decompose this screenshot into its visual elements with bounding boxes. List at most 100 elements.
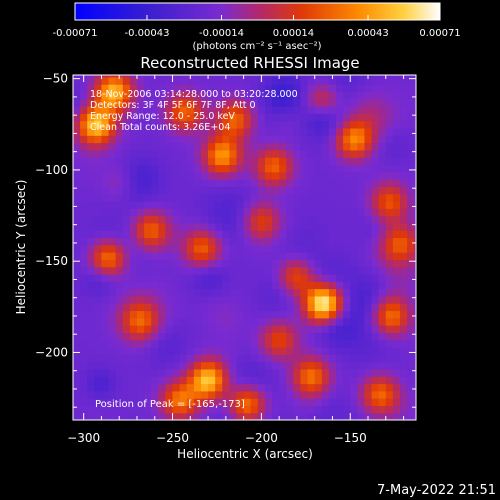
- heatmap-cell: [151, 295, 159, 304]
- heatmap-cell: [272, 120, 280, 129]
- heatmap-cell: [264, 332, 273, 341]
- heatmap-cell: [215, 215, 223, 224]
- heatmap-cell: [101, 186, 110, 195]
- heatmap-cell: [414, 164, 416, 173]
- heatmap-cell: [272, 273, 280, 282]
- heatmap-cell: [250, 186, 259, 195]
- heatmap-cell: [328, 376, 337, 385]
- heatmap-cell: [136, 252, 145, 260]
- heatmap-cell: [279, 215, 287, 224]
- heatmap-cell: [272, 179, 280, 187]
- heatmap-cell: [172, 75, 181, 78]
- heatmap-cell: [371, 339, 380, 348]
- heatmap-cell: [414, 75, 416, 78]
- heatmap-cell: [151, 193, 159, 202]
- heatmap-cell: [122, 412, 131, 420]
- heatmap-cell: [165, 295, 174, 304]
- heatmap-cell: [414, 317, 416, 326]
- heatmap-cell: [293, 237, 302, 246]
- heatmap-cell: [321, 383, 330, 392]
- heatmap-cell: [108, 266, 117, 275]
- heatmap-cell: [364, 259, 373, 268]
- heatmap-cell: [151, 113, 159, 122]
- heatmap-cell: [129, 127, 138, 136]
- heatmap-cell: [80, 390, 88, 399]
- heatmap-cell: [371, 106, 380, 114]
- heatmap-cell: [151, 252, 159, 260]
- heatmap-cell: [87, 164, 95, 173]
- heatmap-cell: [208, 164, 216, 173]
- heatmap-cell: [87, 295, 95, 304]
- heatmap-cell: [186, 383, 195, 392]
- heatmap-cell: [364, 200, 373, 209]
- heatmap-cell: [186, 127, 195, 136]
- heatmap-cell: [336, 193, 344, 202]
- heatmap-cell: [257, 288, 266, 297]
- heatmap-cell: [179, 390, 188, 399]
- heatmap-cell: [314, 295, 323, 304]
- heatmap-cell: [293, 230, 302, 239]
- heatmap-cell: [385, 113, 394, 122]
- heatmap-cell: [136, 339, 145, 348]
- heatmap-cell: [208, 142, 216, 151]
- heatmap-cell: [392, 390, 401, 399]
- heatmap-cell: [144, 398, 152, 406]
- heatmap-cell: [73, 244, 81, 253]
- heatmap-cell: [193, 383, 202, 392]
- heatmap-cell: [229, 405, 238, 414]
- heatmap-cell: [215, 339, 223, 348]
- heatmap-cell: [122, 142, 131, 151]
- heatmap-cell: [321, 259, 330, 268]
- heatmap-cell: [229, 164, 238, 173]
- heatmap-cell: [378, 76, 387, 85]
- heatmap-cell: [279, 332, 287, 341]
- heatmap-cell: [321, 75, 330, 78]
- heatmap-cell: [293, 405, 302, 414]
- heatmap-cell: [378, 310, 387, 319]
- heatmap-cell: [321, 405, 330, 414]
- heatmap-cell: [236, 244, 245, 253]
- heatmap-cell: [293, 354, 302, 363]
- heatmap-cell: [165, 368, 174, 377]
- heatmap-cell: [208, 383, 216, 392]
- heatmap-cell: [172, 222, 181, 231]
- heatmap-cell: [179, 383, 188, 392]
- heatmap-cell: [407, 390, 415, 399]
- heatmap-cell: [286, 361, 294, 370]
- heatmap-cell: [144, 98, 152, 107]
- heatmap-cell: [279, 164, 287, 173]
- heatmap-cell: [222, 84, 230, 93]
- heatmap-cell: [229, 98, 238, 107]
- heatmap-cell: [151, 390, 159, 399]
- heatmap-cell: [328, 405, 337, 414]
- heatmap-cell: [350, 376, 358, 385]
- heatmap-cell: [165, 346, 174, 355]
- heatmap-cell: [293, 91, 302, 100]
- heatmap-cell: [129, 288, 138, 297]
- heatmap-cell: [222, 208, 230, 217]
- heatmap-cell: [87, 222, 95, 231]
- heatmap-cell: [293, 98, 302, 107]
- heatmap-cell: [193, 244, 202, 253]
- heatmap-cell: [80, 405, 88, 414]
- heatmap-cell: [314, 186, 323, 195]
- heatmap-cell: [385, 310, 394, 319]
- heatmap-cell: [250, 135, 259, 144]
- heatmap-cell: [279, 273, 287, 282]
- heatmap-cell: [293, 222, 302, 231]
- heatmap-cell: [186, 259, 195, 268]
- heatmap-cell: [257, 346, 266, 355]
- heatmap-cell: [343, 281, 351, 290]
- heatmap-cell: [286, 332, 294, 341]
- heatmap-cell: [385, 317, 394, 326]
- heatmap-cell: [378, 120, 387, 129]
- heatmap-cell: [307, 127, 316, 136]
- heatmap-cell: [293, 200, 302, 209]
- heatmap-cell: [129, 149, 138, 158]
- heatmap-cell: [307, 310, 316, 319]
- heatmap-cell: [314, 179, 323, 187]
- heatmap-cell: [279, 288, 287, 297]
- heatmap-cell: [186, 266, 195, 275]
- heatmap-cell: [321, 193, 330, 202]
- heatmap-cell: [286, 149, 294, 158]
